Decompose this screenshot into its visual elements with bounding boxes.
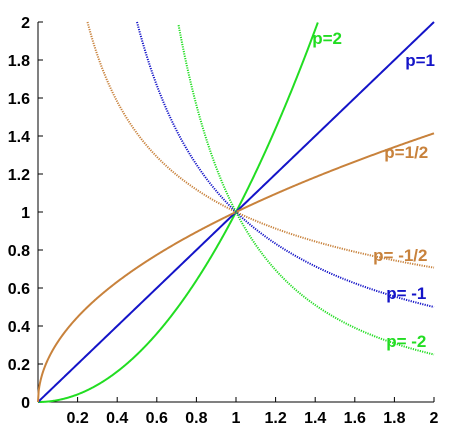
y-tick-label: 1.6: [8, 91, 30, 108]
y-tick-label: 0: [21, 395, 30, 412]
x-tick-label: 0.8: [185, 410, 207, 427]
x-tick-label: 0.2: [66, 410, 88, 427]
y-tick-label: 1: [21, 205, 30, 222]
series-label-p-1-2: p=1/2: [384, 143, 428, 162]
x-tick-label: 1.6: [344, 410, 366, 427]
curve-p-2: [38, 22, 319, 403]
curve-p-1: [136, 21, 435, 308]
series-label-p-2: p=2: [312, 29, 342, 48]
axes: 0.2 0.4 0.6 0.8 1 1.2 1.4 1.6 1.8 2 0 0.2 0.4 0.6 0.8 1…: [8, 15, 439, 427]
y-tick-label: 0.4: [8, 319, 30, 336]
y-tick-label: 1.4: [8, 129, 30, 146]
series-label-p-1: p=1: [405, 51, 435, 70]
x-tick-label: 1.8: [383, 410, 405, 427]
y-tick-label: 0.6: [8, 281, 30, 298]
y-tick-label: 0.8: [8, 243, 30, 260]
x-tick-label: 1.4: [304, 410, 326, 427]
series-label-p-1-2: p= -1/2: [373, 246, 427, 265]
x-tick-label: 1.2: [264, 410, 286, 427]
y-tick-label: 1.2: [8, 167, 30, 184]
curve-p-1-2: [86, 21, 435, 269]
x-tick-label: 2: [430, 410, 439, 427]
x-tick-label: 0.6: [146, 410, 168, 427]
curve-p-2: [177, 24, 435, 356]
x-tick-label: 0.4: [106, 410, 128, 427]
y-tick-label: 0.2: [8, 357, 30, 374]
x-tick-label: 1: [232, 410, 241, 427]
series-label-p-1: p= -1: [386, 284, 426, 303]
series-labels: p=2 p=1 p=1/2 p= -1/2 p= -1 p= -2: [312, 29, 435, 351]
curves: [37, 21, 435, 403]
curve-p-1-2: [37, 132, 435, 403]
y-tick-label: 2: [21, 15, 30, 32]
y-tick-label: 1.8: [8, 53, 30, 70]
series-label-p-2: p= -2: [386, 332, 426, 351]
